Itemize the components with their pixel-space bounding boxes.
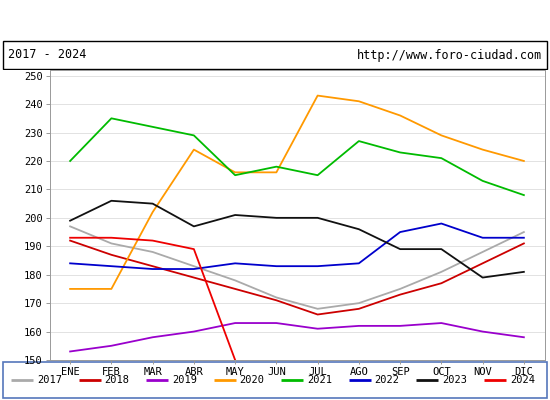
Text: 2017 - 2024: 2017 - 2024 bbox=[8, 48, 87, 62]
Text: 2023: 2023 bbox=[442, 375, 468, 385]
Text: 2019: 2019 bbox=[172, 375, 197, 385]
Text: 2021: 2021 bbox=[307, 375, 332, 385]
Text: 2017: 2017 bbox=[37, 375, 62, 385]
Text: 2020: 2020 bbox=[240, 375, 265, 385]
Text: Evolucion del paro registrado en Godelleta: Evolucion del paro registrado en Godelle… bbox=[84, 12, 466, 28]
Text: http://www.foro-ciudad.com: http://www.foro-ciudad.com bbox=[356, 48, 542, 62]
Text: 2024: 2024 bbox=[510, 375, 535, 385]
Text: 2018: 2018 bbox=[104, 375, 129, 385]
Text: 2022: 2022 bbox=[375, 375, 400, 385]
